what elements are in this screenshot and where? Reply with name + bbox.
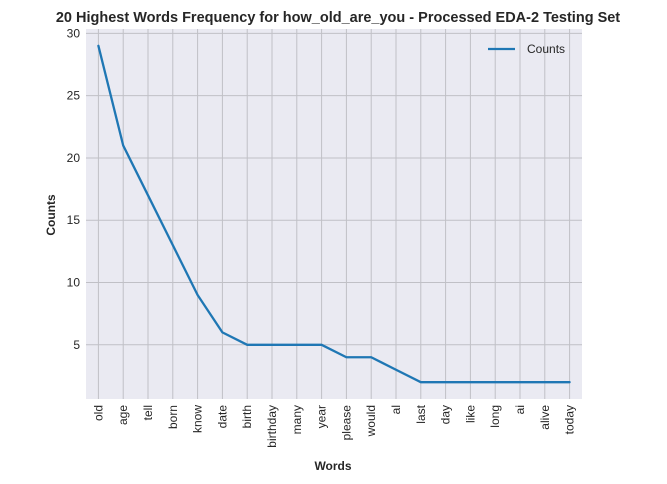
grid-layer bbox=[86, 29, 582, 399]
x-tick-label: al bbox=[389, 405, 403, 414]
x-tick-label: ai bbox=[513, 405, 527, 414]
y-tick-label: 25 bbox=[67, 89, 81, 103]
y-tick-labels: 5 10 15 20 25 30 bbox=[67, 26, 81, 351]
x-tick-label: tell bbox=[141, 405, 155, 420]
x-tick-label: please bbox=[339, 405, 353, 441]
x-tick-label: like bbox=[463, 405, 477, 423]
x-tick-label: year bbox=[315, 405, 329, 428]
x-tick-label: long bbox=[488, 405, 502, 428]
y-tick-label: 20 bbox=[67, 151, 81, 165]
y-tick-label: 10 bbox=[67, 276, 81, 290]
legend: Counts bbox=[488, 42, 565, 56]
legend-label: Counts bbox=[527, 42, 565, 56]
x-tick-label: born bbox=[166, 405, 180, 429]
x-tick-label: old bbox=[91, 405, 105, 421]
x-tick-label: many bbox=[290, 405, 304, 434]
y-tick-label: 15 bbox=[67, 213, 81, 227]
x-axis-label: Words bbox=[314, 459, 351, 473]
y-tick-label: 30 bbox=[67, 26, 81, 40]
x-tick-label: know bbox=[191, 405, 205, 433]
plot-area bbox=[86, 29, 582, 399]
x-tick-label: alive bbox=[538, 405, 552, 430]
y-tick-label: 5 bbox=[73, 338, 80, 352]
x-tick-labels: old age tell born know date birth birthday many y… bbox=[91, 404, 576, 447]
x-tick-label: age bbox=[116, 405, 130, 425]
x-tick-label: date bbox=[215, 405, 229, 429]
y-axis-label: Counts bbox=[44, 194, 58, 236]
x-tick-label: last bbox=[414, 404, 428, 423]
x-tick-label: birthday bbox=[265, 405, 279, 448]
x-tick-label: today bbox=[563, 405, 577, 434]
series-layer bbox=[97, 44, 571, 384]
x-tick-label: would bbox=[364, 405, 378, 437]
chart-title: 20 Highest Words Frequency for how_old_a… bbox=[56, 10, 620, 26]
series-line bbox=[97, 44, 571, 384]
x-tick-label: day bbox=[439, 405, 453, 424]
x-tick-label: birth bbox=[240, 405, 254, 428]
